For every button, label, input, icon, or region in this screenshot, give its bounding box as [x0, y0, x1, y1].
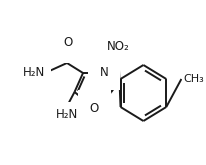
Text: H₂N: H₂N: [23, 66, 45, 79]
Text: O: O: [90, 101, 99, 115]
Text: N: N: [99, 66, 108, 79]
Text: O: O: [63, 35, 73, 49]
Text: CH₃: CH₃: [183, 74, 204, 84]
Text: H₂N: H₂N: [56, 108, 78, 121]
Text: NO₂: NO₂: [107, 40, 130, 53]
